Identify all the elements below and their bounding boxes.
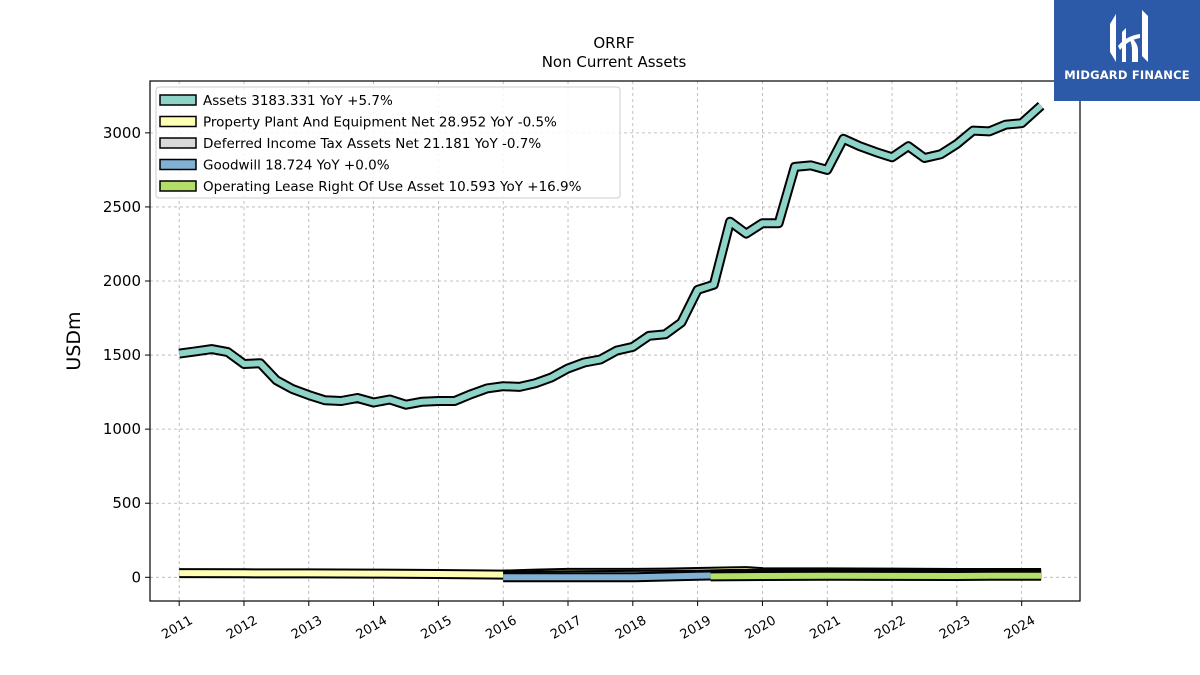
y-axis-ticks: 0 500 1000 1500 2000 2500 3000 [103, 124, 150, 586]
series-layer [178, 101, 1045, 583]
y-tick-label: 2500 [103, 198, 141, 216]
y-axis-label: USDm [63, 311, 85, 370]
x-tick-label: 2013 [289, 613, 325, 643]
x-tick-label: 2012 [224, 613, 260, 643]
legend-label-0: Assets 3183.331 YoY +5.7% [203, 93, 393, 109]
legend-label-4: Operating Lease Right Of Use Asset 10.59… [203, 179, 582, 195]
x-tick-label: 2017 [548, 613, 584, 643]
x-tick-label: 2015 [419, 613, 455, 643]
y-tick-label: 0 [131, 568, 141, 586]
y-tick-label: 3000 [103, 124, 141, 142]
chart-title: ORRF [593, 34, 634, 52]
x-tick-label: 2024 [1002, 613, 1038, 643]
legend-swatch-3 [159, 158, 197, 171]
legend-swatch-2 [159, 137, 197, 149]
x-tick-label: 2021 [807, 613, 843, 643]
legend-label-2: Deferred Income Tax Assets Net 21.181 Yo… [203, 136, 541, 152]
legend-swatch-4 [159, 180, 197, 192]
x-tick-label: 2014 [354, 613, 390, 643]
x-tick-label: 2018 [613, 613, 649, 643]
x-tick-label: 2020 [743, 613, 779, 643]
legend-box [155, 86, 621, 199]
y-tick-label: 1000 [103, 420, 141, 438]
brand-name: MIDGARD FINANCE [1064, 68, 1190, 82]
x-tick-label: 2023 [937, 613, 973, 643]
y-tick-label: 500 [112, 494, 141, 512]
x-axis-ticks: 2011 2012 2013 2014 2015 2016 2017 2018 2019 2020… [159, 601, 1038, 643]
x-tick-label: 2019 [678, 613, 714, 643]
x-tick-label: 2011 [159, 613, 195, 643]
midgard-logo-icon [1110, 10, 1148, 62]
plot-frame [149, 80, 1081, 602]
y-tick-label: 2000 [103, 272, 141, 290]
legend-swatch-0 [159, 94, 197, 106]
x-tick-label: 2022 [872, 613, 908, 643]
series-line-4 [710, 572, 1042, 580]
legend: Assets 3183.331 YoY +5.7% Property Plant … [155, 86, 621, 199]
legend-label-3: Goodwill 18.724 YoY +0.0% [203, 158, 390, 174]
chart-subtitle: Non Current Assets [542, 53, 687, 71]
legend-swatch-1 [159, 115, 197, 128]
x-tick-label: 2016 [483, 613, 519, 643]
y-tick-label: 1500 [103, 346, 141, 364]
series-line-0 [178, 103, 1044, 408]
legend-label-1: Property Plant And Equipment Net 28.952 … [203, 115, 557, 131]
brand-logo: MIDGARD FINANCE [1054, 0, 1200, 101]
